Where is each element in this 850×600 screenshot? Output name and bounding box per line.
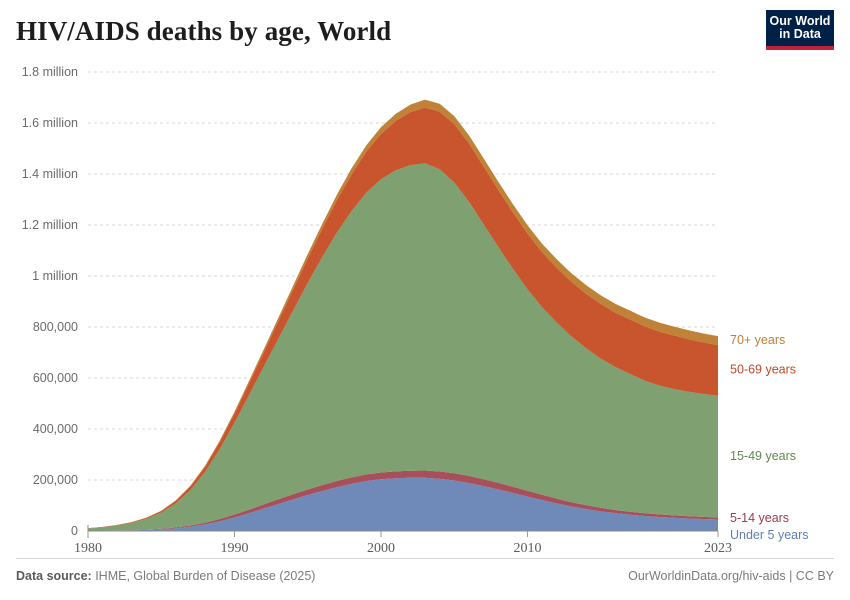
y-axis-tick-label: 200,000 [33,473,78,487]
area-50-69-years[interactable] [88,107,718,529]
area-under-5-years[interactable] [88,477,718,531]
series-label-70-years[interactable]: 70+ years [730,333,785,347]
series-label-15-49-years[interactable]: 15-49 years [730,449,796,463]
y-axis-tick-label: 1.6 million [22,116,78,130]
y-axis-tick-label: 400,000 [33,422,78,436]
series-label-5-14-years[interactable]: 5-14 years [730,511,789,525]
x-axis-tick-label: 1980 [74,541,102,556]
y-axis-tick-label: 1.8 million [22,65,78,79]
data-source-label: Data source: [16,569,92,583]
page-title: HIV/AIDS deaths by age, World [16,16,392,46]
area-15-49-years[interactable] [88,163,718,531]
series-labels: Under 5 years 5-14 years 15-49 years 50-69 … [730,333,809,542]
x-axis-labels: 1980 1990 2000 2010 2023 [74,541,732,556]
y-axis-tick-label: 600,000 [33,371,78,385]
attribution-link[interactable]: OurWorldinData.org/hiv-aids | CC BY [628,569,834,583]
y-axis-tick-label: 1 million [32,269,78,283]
owid-logo-line2: in Data [779,27,821,41]
x-axis-tick-label: 2000 [367,541,395,556]
data-source-text: IHME, Global Burden of Disease (2025) [91,569,316,583]
chart-header: HIV/AIDS deaths by age, World Our World … [16,10,834,62]
series-label-50-69-years[interactable]: 50-69 years [730,363,796,377]
footer-divider [16,558,834,559]
x-axis-tick-label: 2023 [704,541,732,556]
x-axis-tick-label: 2010 [514,541,542,556]
stacked-area-chart: 0 200,000 400,000 600,000 800,000 1 million 1.… [22,65,809,556]
x-axis-tick-label: 1990 [221,541,249,556]
owid-logo-line1: Our World [769,13,831,28]
y-axis-tick-label: 1.2 million [22,218,78,232]
y-axis-labels: 0 200,000 400,000 600,000 800,000 1 million 1.… [22,65,78,538]
data-source: Data source: IHME, Global Burden of Dise… [16,569,315,583]
axis-lines [87,525,719,538]
area-series-group [88,99,718,531]
y-axis-tick-label: 0 [71,524,78,538]
y-axis-tick-label: 1.4 million [22,167,78,181]
chart-footer: Data source: IHME, Global Burden of Dise… [16,566,834,590]
series-label-under-5-years[interactable]: Under 5 years [730,528,809,542]
owid-logo[interactable]: Our World in Data [766,10,834,50]
y-axis-tick-label: 800,000 [33,320,78,334]
